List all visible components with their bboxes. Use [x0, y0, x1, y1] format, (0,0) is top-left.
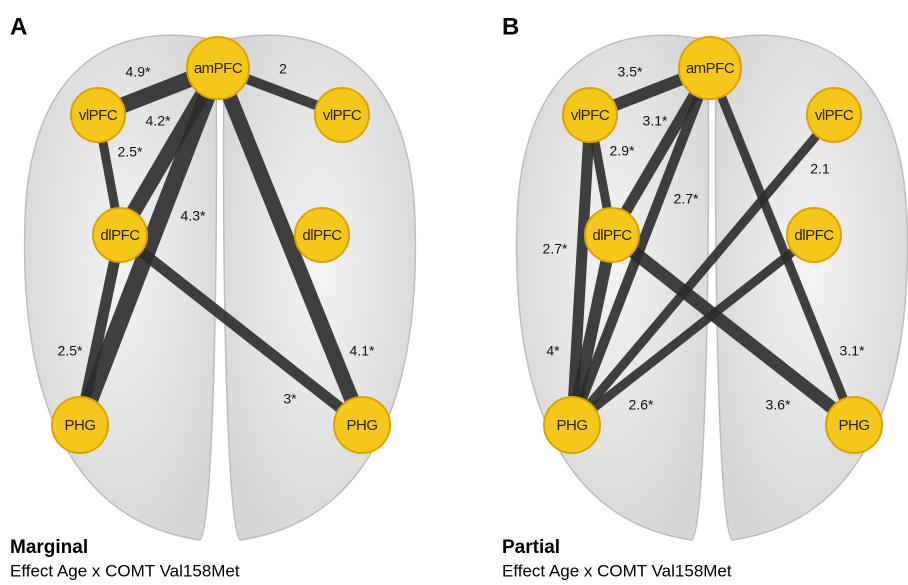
edge-label: 3* [283, 391, 297, 407]
node-label: dlPFC [302, 227, 342, 244]
edge-label: 4.2* [146, 113, 171, 129]
edge-label: 3.6* [766, 397, 791, 413]
caption-title: Partial [502, 537, 560, 558]
node-label: vlPFC [79, 107, 118, 124]
node-label: dlPFC [100, 227, 140, 244]
edge-label: 4.9* [126, 64, 151, 80]
panel-letter: B [502, 13, 519, 40]
panel: 3.5* 3.1* 2.7* 2.9* 2.7* 4* 2.1 2.6* 3.6* 3.1* amP… [502, 13, 907, 580]
node-label: PHG [838, 417, 869, 434]
panel-letter: A [10, 13, 27, 40]
edge-label: 2.5* [118, 144, 143, 160]
node-label: dlPFC [794, 227, 834, 244]
figure: 4.9* 2 4.2* 4.3* 4.1* 2.5* 2.5* 3* amPFC vlPFC vlP… [0, 0, 908, 585]
node-label: PHG [346, 417, 377, 434]
caption-subtitle: Effect Age x COMT Val158Met [10, 561, 240, 580]
node-label: vlPFC [323, 107, 362, 124]
node-label: PHG [64, 417, 95, 434]
edge-label: 2.6* [629, 397, 654, 413]
caption-title: Marginal [10, 537, 88, 558]
edge-label: 4.1* [350, 343, 375, 359]
edge-label: 4.3* [181, 208, 206, 224]
node-label: dlPFC [592, 227, 632, 244]
edge-label: 2.1 [810, 161, 830, 177]
node-label: vlPFC [571, 107, 610, 124]
edge-label: 2.7* [674, 191, 699, 207]
edge-label: 2.9* [610, 143, 635, 159]
node-label: amPFC [686, 60, 735, 77]
edge-label: 4* [546, 343, 560, 359]
edge-label: 3.5* [618, 64, 643, 80]
edge-label: 2 [279, 61, 287, 77]
caption-subtitle: Effect Age x COMT Val158Met [502, 561, 732, 580]
edge-label: 2.5* [58, 343, 83, 359]
panel: 4.9* 2 4.2* 4.3* 4.1* 2.5* 2.5* 3* amPFC vlPFC vlP… [10, 13, 415, 580]
edge-label: 2.7* [543, 241, 568, 257]
node-label: PHG [556, 417, 587, 434]
edge-label: 3.1* [840, 343, 865, 359]
node-label: vlPFC [815, 107, 854, 124]
edge-label: 3.1* [643, 113, 668, 129]
node-label: amPFC [194, 60, 243, 77]
